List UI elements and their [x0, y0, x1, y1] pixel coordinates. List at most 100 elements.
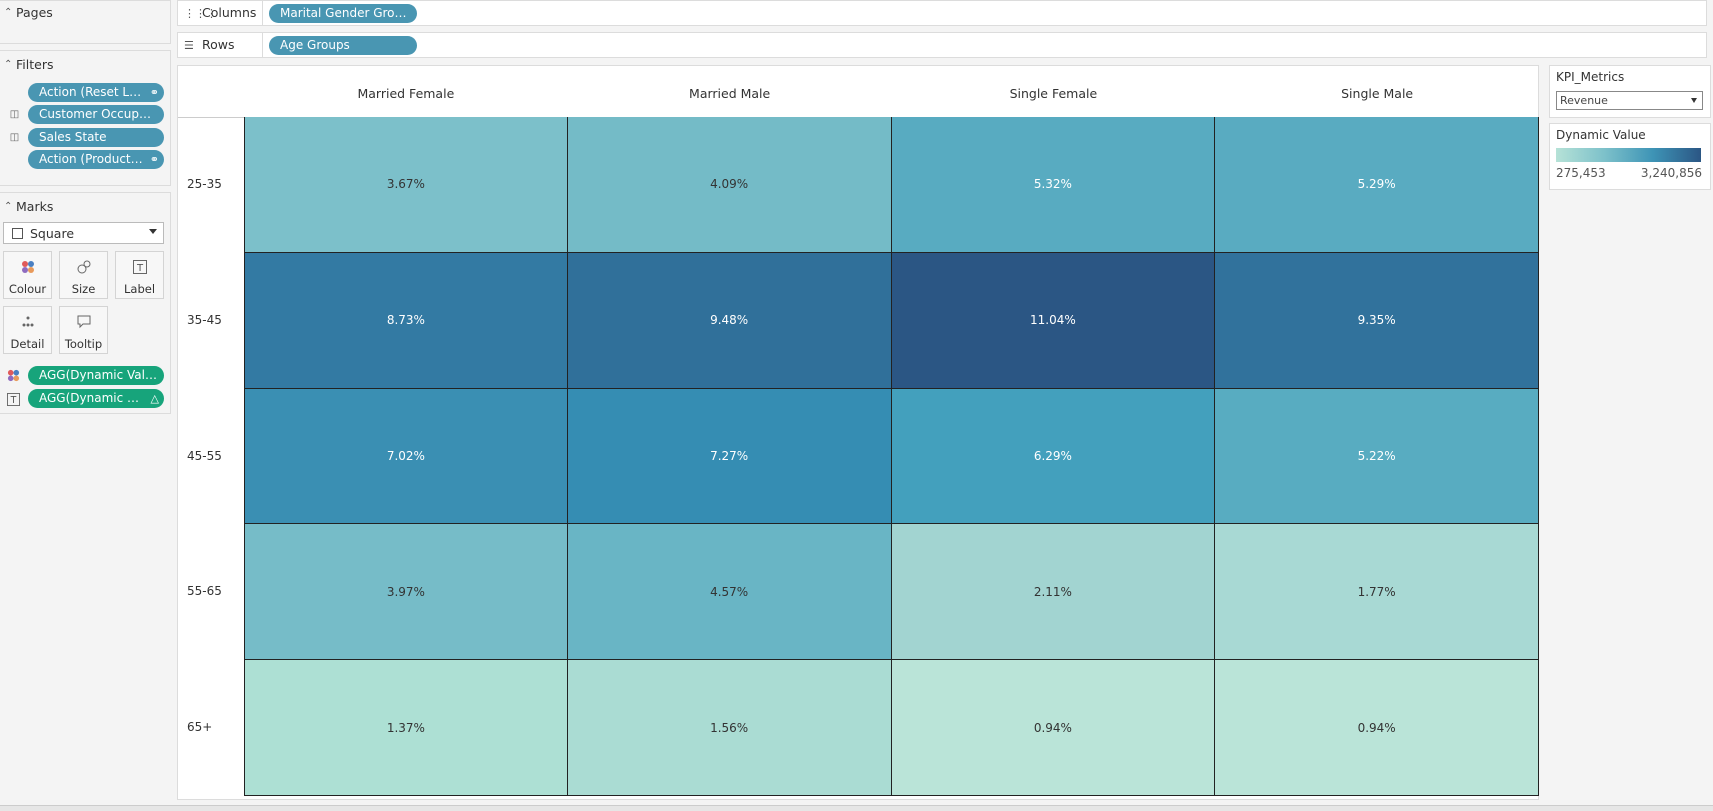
heatmap-cell[interactable]: 7.02%: [244, 388, 568, 525]
columns-pill-label: Marital Gender Groups: [280, 6, 417, 20]
heatmap-cell-value: 1.56%: [710, 720, 749, 735]
context-filter-icon: ◫: [9, 132, 20, 143]
heatmap-cell-value: 7.02%: [386, 448, 425, 463]
heatmap-cell[interactable]: 0.94%: [1215, 660, 1539, 796]
columns-shelf[interactable]: ⋮⋮⋮Columns Marital Gender Groups: [177, 0, 1707, 26]
mark-type-dropdown[interactable]: Square: [3, 222, 164, 244]
delta-icon: △: [150, 392, 159, 405]
heatmap-cell[interactable]: 5.22%: [1215, 388, 1539, 525]
filter-pill-sales-state[interactable]: Sales State: [28, 128, 164, 147]
heatmap-cell-value: 7.27%: [710, 448, 749, 463]
heatmap-cell[interactable]: 3.67%: [244, 117, 568, 253]
pages-card: ⌃ Pages: [0, 0, 171, 44]
size-button[interactable]: Size: [59, 251, 108, 299]
heatmap-cell[interactable]: 3.97%: [244, 524, 568, 661]
marks-field-label-pill[interactable]: AGG(Dynamic Val... △: [28, 389, 164, 408]
heatmap-cell[interactable]: 5.29%: [1215, 117, 1539, 253]
worksheet-view: Married Female Married Male Single Female S…: [177, 65, 1539, 800]
colour-field-icon: [7, 369, 20, 382]
heatmap-cell[interactable]: 7.27%: [567, 388, 892, 525]
colour-dots-icon: [4, 260, 51, 280]
heatmap-cell[interactable]: 8.73%: [244, 252, 568, 389]
speech-bubble-icon: [60, 315, 107, 335]
pages-card-title: Pages: [16, 4, 53, 20]
filter-pill-action-product[interactable]: Action (Product N... ⚭: [28, 150, 164, 169]
marks-card-header[interactable]: ⌃ Marks: [0, 195, 170, 217]
columns-icon: ⋮⋮⋮: [184, 7, 217, 20]
kpi-parameter-card: KPI_Metrics Revenue: [1549, 65, 1711, 118]
filters-card-title: Filters: [16, 56, 54, 72]
shelf-divider: [262, 33, 263, 57]
filter-pill-label: Customer Occupation: [39, 107, 164, 121]
kpi-parameter-dropdown[interactable]: Revenue: [1556, 91, 1703, 110]
heatmap-cell-value: 4.57%: [710, 584, 749, 599]
columns-pill-marital-gender-groups[interactable]: Marital Gender Groups: [269, 4, 417, 23]
heatmap-cell-value: 11.04%: [1029, 313, 1076, 328]
header-divider: [178, 117, 244, 118]
heatmap-cell-value: 8.73%: [386, 313, 425, 328]
heatmap-cell[interactable]: 2.11%: [891, 524, 1216, 661]
chevron-up-icon[interactable]: ⌃: [4, 58, 13, 70]
pages-card-header[interactable]: ⌃ Pages: [0, 1, 170, 23]
label-button[interactable]: T Label: [115, 251, 164, 299]
filter-pill-customer-occupation[interactable]: Customer Occupation: [28, 105, 164, 124]
rows-pill-age-groups[interactable]: Age Groups: [269, 36, 417, 55]
text-label-icon: T: [116, 260, 163, 280]
color-legend-card: Dynamic Value 275,453 3,240,856: [1549, 123, 1711, 190]
heatmap-cell[interactable]: 9.48%: [567, 252, 892, 389]
heatmap-cell[interactable]: 6.29%: [891, 388, 1216, 525]
marks-card-title: Marks: [16, 198, 54, 214]
kpi-parameter-value: Revenue: [1560, 94, 1608, 107]
heatmap-cell[interactable]: 4.57%: [567, 524, 892, 661]
mark-type-value: Square: [30, 225, 75, 241]
heatmap-cell[interactable]: 5.32%: [891, 117, 1216, 253]
heatmap-cell[interactable]: 0.94%: [891, 660, 1216, 796]
shelf-divider: [262, 1, 263, 25]
heatmap-cell[interactable]: 4.09%: [567, 117, 892, 253]
heatmap-cell[interactable]: 9.35%: [1215, 252, 1539, 389]
heatmap-cell[interactable]: 1.56%: [567, 660, 892, 796]
heatmap-cell-value: 5.32%: [1033, 177, 1072, 192]
heatmap-cell-value: 1.37%: [386, 720, 425, 735]
filter-pill-action-reset[interactable]: Action (Reset Lab... ⚭: [28, 83, 164, 102]
sheet-tabs-bar[interactable]: [0, 805, 1713, 811]
dropdown-caret-icon: [149, 229, 157, 234]
tooltip-button[interactable]: Tooltip: [59, 306, 108, 354]
rows-shelf[interactable]: ☰ Rows Age Groups: [177, 32, 1707, 58]
square-mark-icon: [12, 227, 23, 239]
rows-shelf-label: ☰ Rows: [184, 33, 235, 59]
row-header[interactable]: 35-45: [187, 312, 222, 327]
heatmap-cell-value: 0.94%: [1033, 720, 1072, 735]
filter-pill-label: Sales State: [39, 130, 107, 144]
heatmap-cell-value: 0.94%: [1357, 720, 1396, 735]
filter-pill-label: Action (Reset Lab...: [39, 85, 156, 99]
chevron-up-icon[interactable]: ⌃: [4, 200, 13, 212]
size-button-label: Size: [71, 282, 96, 296]
heatmap-cell-value: 1.77%: [1357, 584, 1396, 599]
heatmap-cell[interactable]: 1.77%: [1215, 524, 1539, 661]
column-header[interactable]: Married Female: [357, 86, 455, 101]
marks-field-colour-pill[interactable]: AGG(Dynamic Value): [28, 366, 164, 385]
row-header[interactable]: 45-55: [187, 448, 222, 463]
heatmap-cell[interactable]: 11.04%: [891, 252, 1216, 389]
heatmap-cell-value: 5.22%: [1357, 448, 1396, 463]
svg-text:T: T: [10, 395, 17, 406]
context-filter-icon: ◫: [9, 109, 20, 120]
detail-button[interactable]: Detail: [3, 306, 52, 354]
row-header[interactable]: 55-65: [187, 584, 222, 599]
color-legend-max: 3,240,856: [1640, 166, 1702, 180]
column-header[interactable]: Single Male: [1341, 86, 1414, 101]
chevron-up-icon[interactable]: ⌃: [4, 6, 13, 18]
filters-card-header[interactable]: ⌃ Filters: [0, 53, 170, 75]
colour-button[interactable]: Colour: [3, 251, 52, 299]
heatmap-cell[interactable]: 1.37%: [244, 660, 568, 796]
filter-pill-label: Action (Product N...: [39, 152, 155, 166]
detail-dots-icon: [4, 315, 51, 335]
row-header[interactable]: 25-35: [187, 176, 222, 191]
kpi-parameter-title: KPI_Metrics: [1556, 70, 1625, 84]
heatmap-cell-value: 9.48%: [710, 313, 749, 328]
column-header[interactable]: Single Female: [1009, 86, 1098, 101]
color-ramp: [1556, 148, 1701, 162]
column-header[interactable]: Married Male: [689, 86, 771, 101]
row-header[interactable]: 65+: [187, 720, 213, 735]
